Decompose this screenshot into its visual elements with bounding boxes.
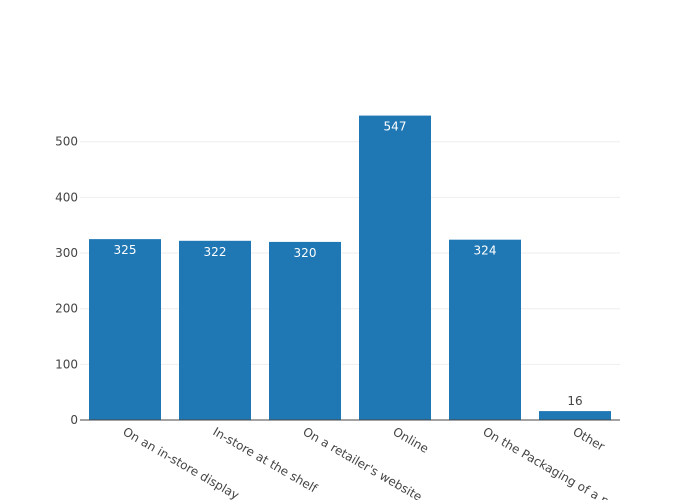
y-tick-label: 100 [55,357,78,371]
bar-value-label: 325 [114,243,137,257]
grid-layer [80,141,620,365]
bar-value-label: 324 [474,244,497,258]
bar-layer [89,115,611,420]
y-tick-label: 300 [55,246,78,260]
bar [539,411,611,420]
label-layer: 325 322 320 547 324 16 [114,120,583,409]
bar [179,240,251,420]
y-tick-label: 0 [70,413,78,427]
bar [89,239,161,420]
x-tick-label: On the Packaging of a part [481,424,627,500]
bar-value-label: 16 [567,394,582,408]
bar-value-label: 322 [204,245,227,259]
bar-value-label: 320 [294,246,317,260]
x-tick-label: Other [571,424,608,453]
bar-value-label: 547 [384,120,407,134]
y-tick-label: 400 [55,190,78,204]
bar [269,241,341,420]
y-tick-label: 200 [55,302,78,316]
bar [359,115,431,420]
bar [449,239,521,420]
y-tick-label: 500 [55,135,78,149]
x-tick-label: Online [391,424,432,455]
